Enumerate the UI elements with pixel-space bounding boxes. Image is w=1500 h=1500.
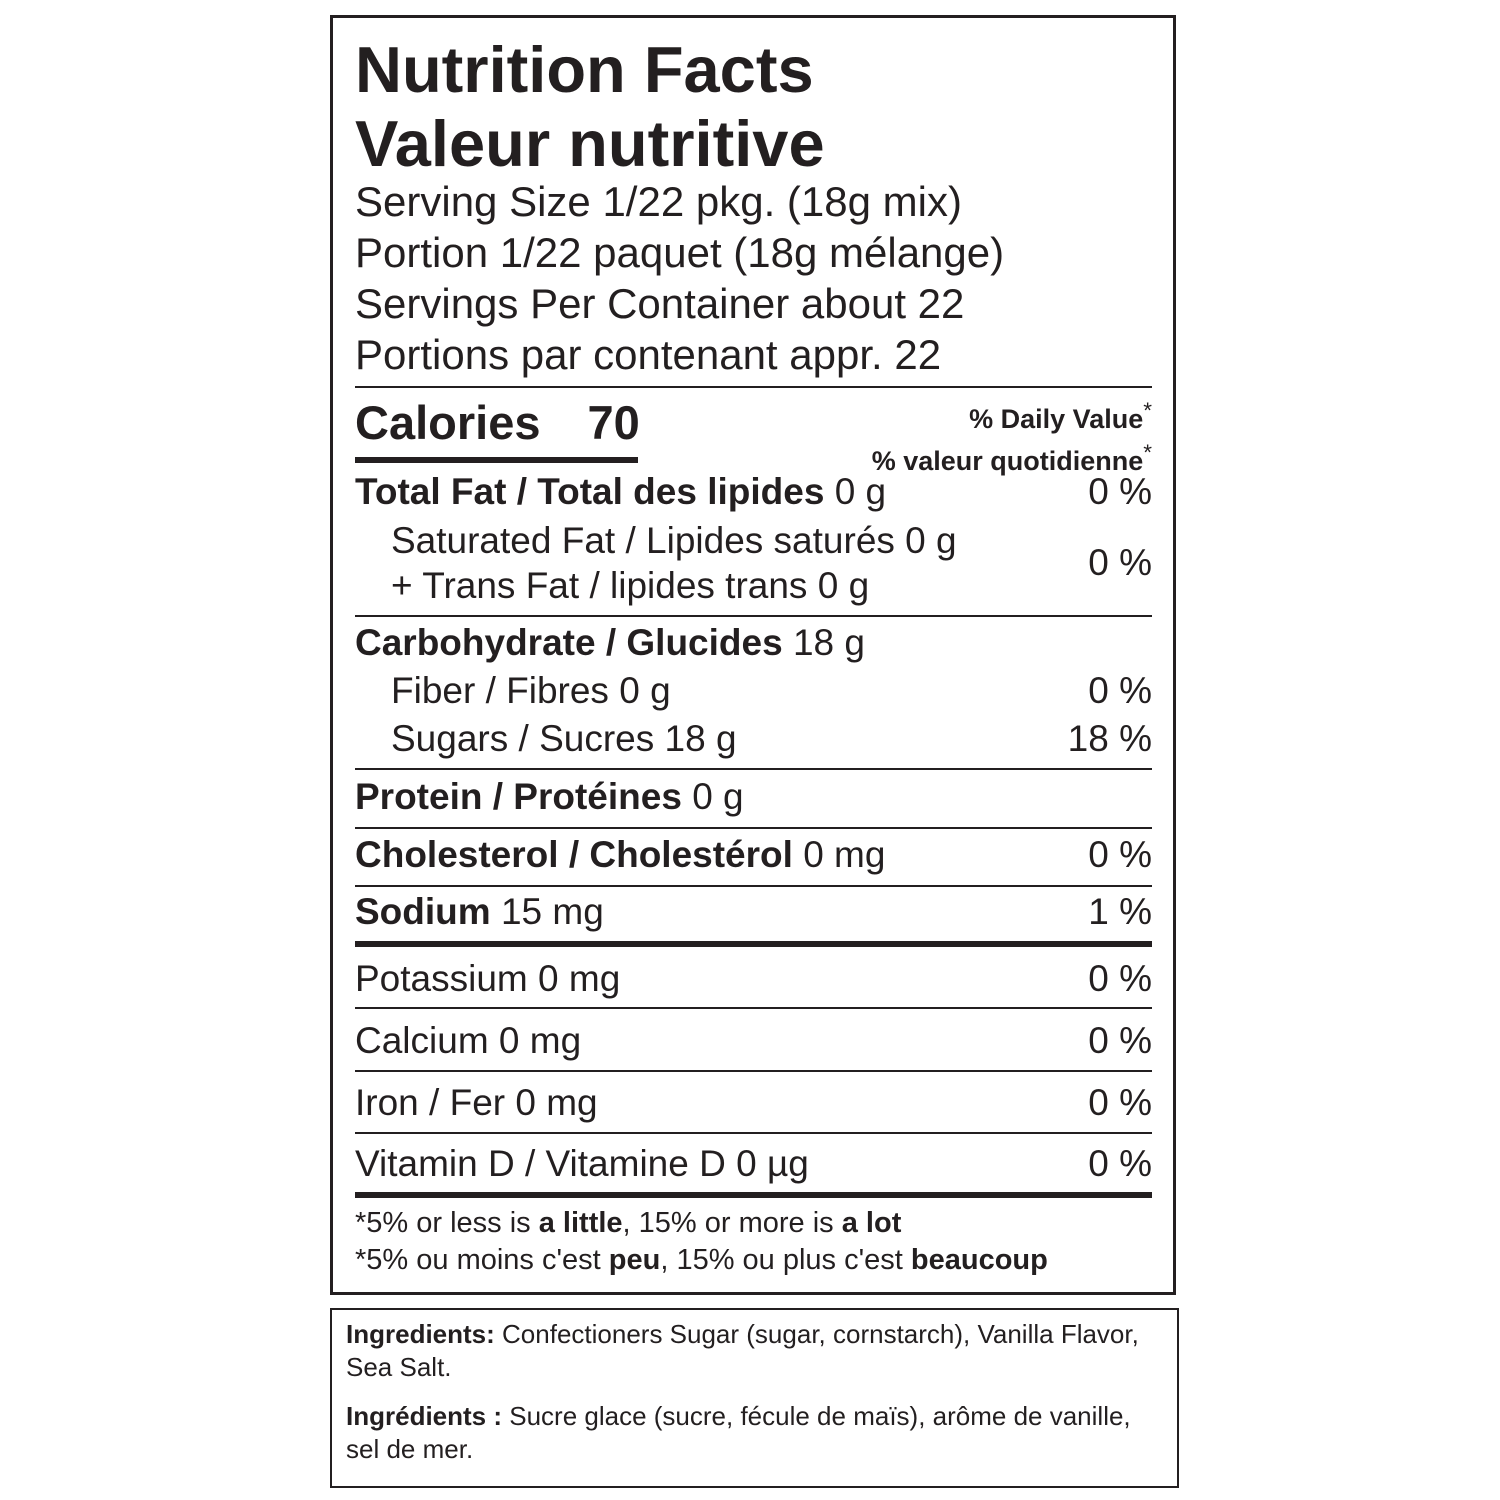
- rule: [355, 768, 1152, 770]
- dv: 18 %: [1067, 718, 1152, 759]
- calories-value: 70: [587, 396, 640, 449]
- mineral: Vitamin D / Vitamine D 0 µg: [355, 1143, 809, 1184]
- ingredients-text: Sucre glace (sucre, fécule de maïs), arô…: [346, 1401, 1131, 1464]
- nutrient: Protein / Protéines 0 g: [355, 775, 744, 819]
- amount: 18 g: [792, 622, 865, 663]
- nutrient: Fiber / Fibres 0 g: [391, 670, 671, 711]
- footnote-bold: a lot: [841, 1207, 902, 1239]
- amount: 15 mg: [500, 891, 604, 932]
- amount: 0 mg: [803, 834, 886, 875]
- nutrient-name: Total Fat / Total des lipides: [355, 471, 825, 512]
- title: Valeur nutritive: [355, 107, 825, 180]
- title: Nutrition Facts: [355, 33, 814, 106]
- asterisk: *: [1143, 440, 1152, 465]
- asterisk: *: [1143, 398, 1152, 423]
- nutrient: + Trans Fat / lipides trans 0 g: [391, 565, 870, 606]
- nutrient: Carbohydrate / Glucides 18 g: [355, 621, 865, 665]
- rule: [355, 1007, 1152, 1009]
- nutrient-name: Carbohydrate / Glucides: [355, 622, 783, 663]
- dv: 0 %: [1088, 542, 1152, 583]
- serving: Servings Per Container about 22: [355, 280, 965, 327]
- dv-en: % Daily Value: [969, 404, 1144, 434]
- ingredients-label: Ingrédients :: [346, 1401, 503, 1431]
- dv: 0 %: [1088, 958, 1152, 999]
- amount: 0 g: [692, 776, 744, 817]
- label-box: [330, 15, 1176, 1295]
- dv: 0 %: [1088, 471, 1152, 512]
- rule: [355, 615, 1152, 617]
- footnote-text: *5% ou moins c'est: [355, 1244, 609, 1276]
- mineral: Iron / Fer 0 mg: [355, 1082, 598, 1123]
- dv: 0 %: [1088, 1082, 1152, 1123]
- ingredients-label: Ingredients:: [346, 1319, 495, 1349]
- dv: 0 %: [1088, 670, 1152, 711]
- footnote-bold: beaucoup: [910, 1244, 1048, 1276]
- rule: [355, 1070, 1152, 1072]
- serving: Serving Size 1/22 pkg. (18g mix): [355, 178, 962, 225]
- daily-value-header: % Daily Value*% valeur quotidienne*: [872, 394, 1152, 478]
- nutrient-name: Cholesterol / Cholestérol: [355, 834, 793, 875]
- dv: 0 %: [1088, 1143, 1152, 1184]
- nutrient-name: Protein / Protéines: [355, 776, 682, 817]
- footnote-text: , 15% or more is: [622, 1207, 842, 1239]
- mineral: Potassium 0 mg: [355, 958, 621, 999]
- dv: 0 %: [1088, 834, 1152, 875]
- dv-fr: % valeur quotidienne: [871, 446, 1144, 476]
- ingredients-en: Ingredients: Confectioners Sugar (sugar,…: [346, 1318, 1163, 1384]
- footnote-bold: a little: [538, 1207, 623, 1239]
- ingredients-text: Confectioners Sugar (sugar, cornstarch),…: [346, 1319, 1139, 1382]
- footnote-text: , 15% ou plus c'est: [660, 1244, 911, 1276]
- rule: [355, 386, 1152, 388]
- rule: [355, 457, 638, 463]
- serving: Portions par contenant appr. 22: [355, 331, 942, 378]
- nutrient: Sugars / Sucres 18 g: [391, 718, 737, 759]
- footnote-text: *5% or less is: [355, 1207, 539, 1239]
- dv: 1 %: [1088, 891, 1152, 932]
- ingredients-box: Ingredients: Confectioners Sugar (sugar,…: [330, 1308, 1179, 1488]
- rule: [355, 827, 1152, 829]
- calories-label: Calories: [355, 396, 541, 449]
- nutrient: Sodium 15 mg: [355, 890, 604, 934]
- nutrient: Total Fat / Total des lipides 0 g: [355, 470, 886, 514]
- rule: [355, 1192, 1152, 1198]
- nutrient: Saturated Fat / Lipides saturés 0 g: [391, 520, 957, 561]
- rule: [355, 1132, 1152, 1134]
- mineral: Calcium 0 mg: [355, 1020, 582, 1061]
- rule: [355, 885, 1152, 887]
- rule: [355, 941, 1152, 947]
- calories: Calories 70: [355, 394, 640, 452]
- footnote-bold: peu: [608, 1244, 661, 1276]
- amount: 0 g: [834, 471, 887, 512]
- ingredients-fr: Ingrédients : Sucre glace (sucre, fécule…: [346, 1400, 1163, 1466]
- dv: 0 %: [1088, 1020, 1152, 1061]
- nutrient: Cholesterol / Cholestérol 0 mg: [355, 833, 885, 877]
- footnote: *5% or less is a little, 15% or more is …: [355, 1205, 1048, 1279]
- nutrient-name: Sodium: [355, 891, 491, 932]
- serving: Portion 1/22 paquet (18g mélange): [355, 229, 1005, 276]
